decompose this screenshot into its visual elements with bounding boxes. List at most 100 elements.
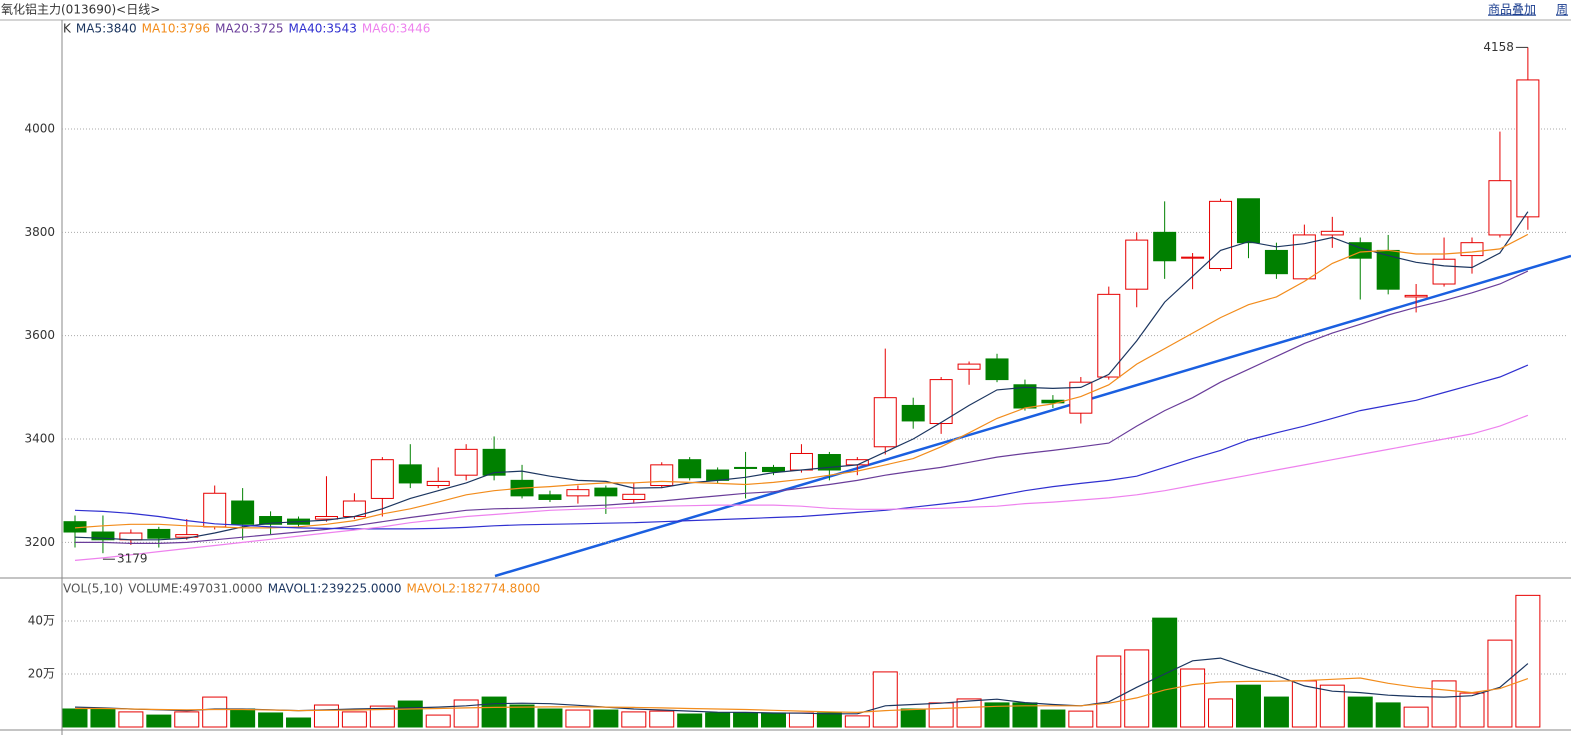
volume-bar	[761, 712, 786, 728]
legend-entry: VOLUME:497031.0000	[128, 582, 262, 596]
legend-entry: MA60:3446	[362, 22, 430, 36]
candle-body	[845, 459, 869, 466]
candle-body	[1488, 180, 1512, 236]
candle-body	[594, 487, 618, 497]
candle-body	[706, 469, 730, 481]
volume-bar	[202, 696, 228, 728]
candle-body	[231, 500, 255, 525]
min-label: 3179	[117, 552, 148, 566]
candle-body	[1153, 231, 1177, 262]
volume-bar	[900, 708, 926, 728]
volume-bar	[705, 712, 731, 728]
candle-body	[901, 404, 925, 422]
volume-bar	[1487, 639, 1513, 728]
candle-body	[259, 516, 283, 525]
candle-body	[873, 397, 897, 448]
candle-body	[650, 464, 674, 487]
candle-body	[538, 494, 562, 500]
volume-bar	[1040, 709, 1066, 728]
candle-body	[398, 464, 422, 484]
volume-bar	[1347, 696, 1373, 728]
candle-body	[370, 459, 394, 499]
volume-bar	[369, 705, 395, 728]
candle-body	[566, 489, 590, 497]
volume-bar	[1068, 710, 1094, 728]
legend-entry: MAVOL1:239225.0000	[268, 582, 402, 596]
ma-line	[74, 414, 1529, 561]
volume-bar	[788, 712, 814, 728]
legend-entry: VOL(5,10)	[63, 582, 123, 596]
volume-bar	[1459, 692, 1485, 728]
volume-bar	[1124, 649, 1150, 728]
volume-bar	[341, 711, 367, 728]
candle-body	[1069, 381, 1093, 414]
volume-bar	[1291, 680, 1317, 728]
y-tick-label: 4000	[24, 122, 55, 136]
volume-bar	[174, 711, 200, 728]
volume-bar	[621, 711, 647, 728]
candle-body	[985, 358, 1009, 381]
overlay-button[interactable]: 商品叠加	[1488, 2, 1536, 17]
legend-entry: MA40:3543	[289, 22, 357, 36]
volume-bar	[872, 671, 898, 728]
candle-body	[734, 466, 758, 469]
volume-bar	[509, 704, 535, 728]
volume-bar	[733, 712, 759, 728]
y-tick-label: 40万	[28, 614, 55, 628]
candle-body	[622, 493, 646, 500]
candle-body	[1320, 230, 1344, 236]
ma-line	[75, 270, 1529, 544]
legend-entry: MA20:3725	[215, 22, 283, 36]
candle-body	[1292, 234, 1316, 280]
volume-bar	[313, 704, 339, 728]
volume-bar	[146, 714, 172, 728]
volume-bar	[118, 711, 144, 728]
candle-body	[1097, 293, 1121, 378]
candle-body	[454, 448, 478, 476]
volume-bar	[1180, 668, 1206, 728]
volume-bar	[593, 709, 619, 728]
ma-line	[74, 233, 1529, 529]
volume-bar	[258, 712, 284, 728]
volume-bar	[956, 698, 982, 728]
candle-body	[762, 466, 785, 473]
y-tick-label: 3600	[24, 328, 55, 342]
volume-bar	[928, 702, 954, 728]
volume-bar	[816, 712, 842, 728]
volume-bar	[425, 714, 451, 728]
candle-body	[1125, 239, 1149, 290]
volume-bar	[844, 715, 870, 728]
volume-bar	[537, 708, 563, 728]
candle-body	[1264, 249, 1288, 275]
volume-bar	[1208, 698, 1234, 728]
ma-line	[74, 364, 1529, 530]
volume-bar	[1375, 702, 1401, 728]
legend-entry: K	[63, 22, 72, 36]
volume-bar	[397, 700, 423, 728]
candle-body	[678, 459, 702, 479]
candle-body	[1432, 258, 1456, 285]
ma-line	[75, 677, 1529, 714]
candle-body	[482, 448, 506, 476]
volume-bar	[230, 708, 256, 728]
candle-body	[91, 531, 115, 541]
legend-entry: MAVOL2:182774.8000	[406, 582, 540, 596]
volume-bar	[286, 717, 312, 728]
volume-bar	[62, 708, 88, 728]
legend-entry: MA5:3840	[76, 22, 137, 36]
candle-body	[1181, 256, 1205, 259]
volume-bar	[1152, 617, 1178, 728]
candle-body	[929, 379, 953, 425]
volume-bar	[649, 710, 675, 728]
candle-body	[203, 492, 227, 528]
volume-bar	[1431, 680, 1457, 728]
candle-body	[1404, 294, 1428, 298]
period-button[interactable]: 周	[1556, 3, 1568, 17]
volume-bar	[481, 696, 507, 728]
chart-title: 氧化铝主力(013690)<日线>	[1, 2, 160, 17]
y-tick-label: 3400	[24, 432, 55, 446]
max-label: 4158	[1483, 40, 1514, 54]
candle-body	[426, 480, 450, 487]
